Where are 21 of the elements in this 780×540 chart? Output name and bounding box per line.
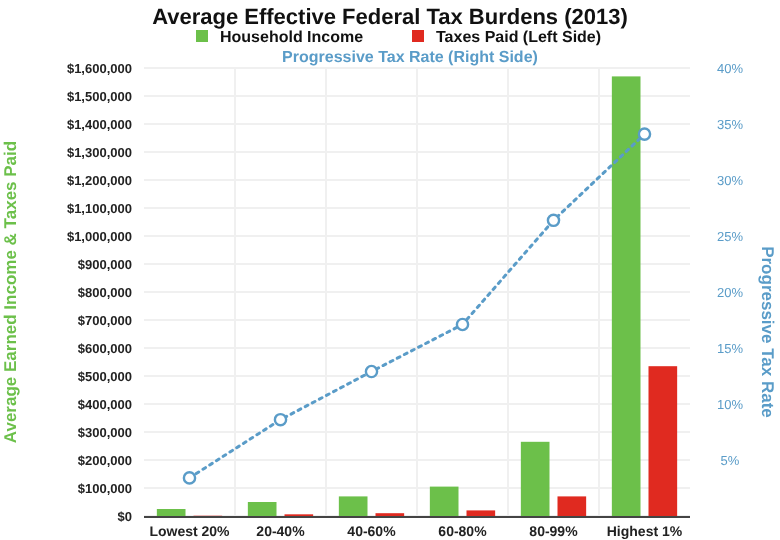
- bar: [520, 441, 550, 516]
- bar: [429, 486, 459, 516]
- bar: [611, 76, 641, 516]
- bar: [338, 496, 368, 516]
- y-axis-title: Average Earned Income & Taxes Paid: [0, 140, 20, 444]
- point: [455, 317, 470, 332]
- point: [546, 213, 561, 228]
- text: Progressive Tax Rate (Right Side): [282, 48, 539, 66]
- point: [637, 127, 652, 141]
- y2-axis-title: Progressive Tax Rate: [758, 246, 778, 419]
- point: [273, 412, 288, 427]
- bar: [648, 366, 678, 516]
- point: [182, 471, 197, 485]
- bar: [466, 510, 496, 516]
- legend-label: Household Income: [220, 28, 365, 46]
- bar: [247, 502, 277, 516]
- bar: [557, 496, 587, 516]
- point: [364, 364, 379, 379]
- bar: [156, 509, 186, 516]
- legend-label: Taxes Paid (Left Side): [436, 28, 602, 46]
- chart-title: Average Effective Federal Tax Burdens (2013): [152, 6, 629, 30]
